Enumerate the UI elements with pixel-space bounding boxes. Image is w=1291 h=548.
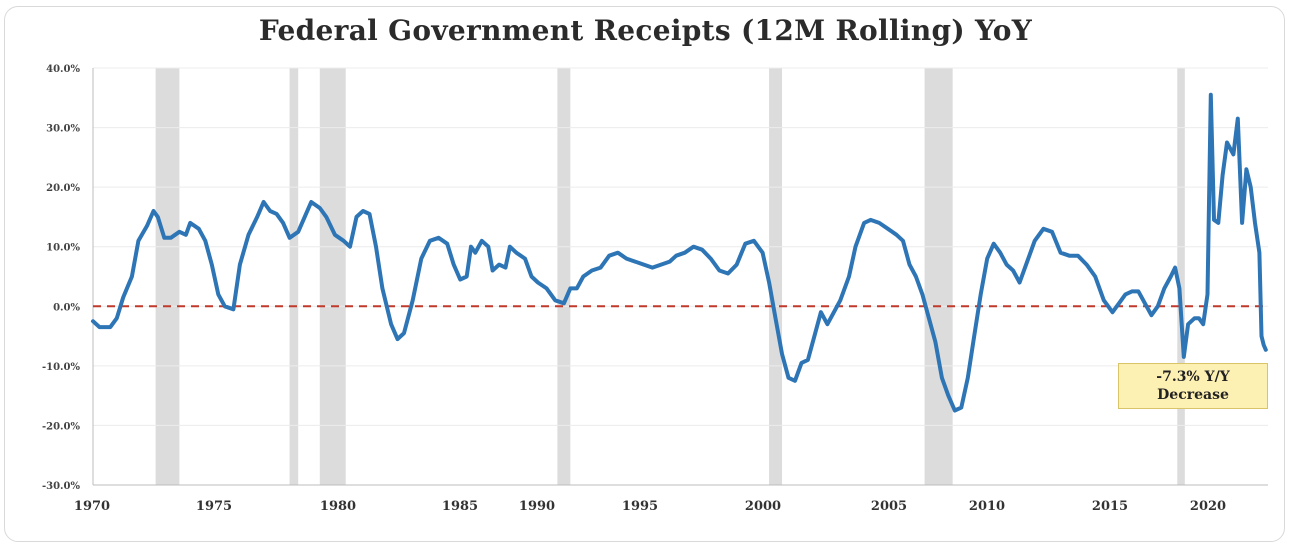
x-tick-label: 2020: [1190, 499, 1226, 514]
x-tick-label: 2005: [871, 499, 907, 514]
recession-band-4: [769, 68, 783, 485]
y-tick-labels: 40.0% 30.0% 20.0% 10.0% 0.0% -10.0% -20.0% -30.…: [42, 64, 81, 492]
x-tick-label: 1985: [442, 499, 478, 514]
y-tick-label: 20.0%: [46, 183, 80, 194]
x-tick-labels: 1970 1975 1980 1985 1990 1995 2000 2005 2010 2015…: [74, 499, 1226, 514]
y-tick-label: 0.0%: [53, 302, 80, 313]
recession-band-5: [924, 68, 953, 485]
gridlines: [93, 67, 1268, 486]
x-tick-label: 1990: [519, 499, 555, 514]
recession-band-6: [1177, 68, 1185, 485]
annotation-line-2: Decrease: [1157, 387, 1229, 403]
recession-band-2: [319, 68, 346, 485]
y-tick-label: 30.0%: [46, 124, 80, 135]
annotation-callout: -7.3% Y/Y Decrease: [1118, 363, 1268, 409]
series-line-0: [91, 92, 1268, 413]
recession-band-0: [155, 68, 180, 485]
recession-band-3: [557, 68, 571, 485]
x-tick-label: 1980: [320, 499, 356, 514]
annotation-line-1: -7.3% Y/Y: [1156, 369, 1230, 385]
chart-card: [4, 6, 1285, 542]
x-tick-label: 2015: [1092, 499, 1128, 514]
series-layer: [91, 92, 1268, 413]
y-tick-label: -20.0%: [42, 421, 81, 432]
x-tick-label: 2010: [969, 499, 1005, 514]
x-tick-label: 2000: [745, 499, 781, 514]
x-tick-label: 1995: [622, 499, 658, 514]
y-tick-label: -10.0%: [42, 362, 81, 373]
recession-band-1: [289, 68, 299, 485]
y-tick-label: -30.0%: [42, 481, 81, 492]
recession-shading-layer: [155, 68, 1185, 485]
y-tick-label: 10.0%: [46, 243, 80, 254]
x-tick-label: 1970: [74, 499, 110, 514]
y-tick-label: 40.0%: [46, 64, 80, 75]
chart-title: Federal Government Receipts (12M Rolling…: [258, 14, 1033, 47]
axes: [92, 68, 1268, 486]
x-tick-label: 1975: [196, 499, 232, 514]
